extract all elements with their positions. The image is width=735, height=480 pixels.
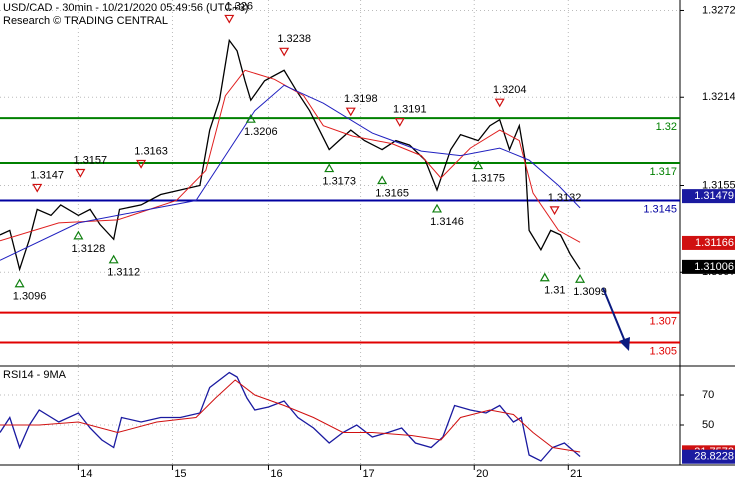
pivot-low <box>431 203 443 213</box>
pivot-low <box>575 274 586 283</box>
price-tag <box>682 449 735 464</box>
series-line <box>0 379 581 453</box>
pivot-low <box>14 278 25 288</box>
pivot-label: 1.3173 <box>322 175 356 187</box>
level-label: 1.317 <box>649 166 677 178</box>
pivot-label: 1.3175 <box>471 172 505 184</box>
level-label: 1.3145 <box>643 203 677 215</box>
pivot-label: 1.3157 <box>74 154 108 166</box>
y-tick-label: 70 <box>702 389 714 401</box>
level-label: 1.307 <box>649 316 677 328</box>
price-tag <box>682 259 735 274</box>
rsi-title: RSI14 - 9MA <box>3 369 67 381</box>
y-tick-label: 1.3214 <box>702 91 735 103</box>
pivot-low <box>73 230 84 240</box>
pivot-high <box>345 107 356 117</box>
pivot-high <box>279 47 290 57</box>
pivot-high <box>494 98 505 108</box>
pivot-label: 1.3238 <box>277 33 311 45</box>
level-label: 1.32 <box>656 121 677 133</box>
pivot-label: 1.3146 <box>430 216 464 228</box>
pivot-label: 1.3099 <box>573 286 607 298</box>
pivot-high <box>136 159 147 169</box>
pivot-low <box>324 163 335 173</box>
x-tick-label: 16 <box>270 468 282 480</box>
pivot-label: 1.3128 <box>72 243 106 255</box>
pivot-label: 1.3165 <box>375 187 409 199</box>
chart-title: USD/CAD - 30min - 10/21/2020 05:49:56 (U… <box>3 2 248 14</box>
pivot-label: 1.3204 <box>493 84 527 96</box>
x-tick-label: 17 <box>362 468 374 480</box>
x-tick-label: 21 <box>570 468 582 480</box>
pivot-high <box>549 206 560 216</box>
series-line <box>0 371 581 462</box>
price-tag <box>682 235 735 250</box>
pivot-low <box>108 254 119 264</box>
forecast-arrowhead <box>619 337 630 351</box>
x-tick-label: 14 <box>80 468 92 480</box>
pivot-label: 1.3147 <box>30 169 64 181</box>
pivot-label: 1.3132 <box>548 192 582 204</box>
x-tick-label: 20 <box>476 468 488 480</box>
pivot-label: 1.31 <box>544 285 565 297</box>
pivot-label: 1.3096 <box>13 291 47 303</box>
series-line <box>0 38 581 272</box>
pivot-high <box>224 14 235 24</box>
price-tag-label: 1.31479 <box>694 190 734 202</box>
series-line <box>0 84 581 261</box>
pivot-high <box>75 168 86 178</box>
price-tag-label: 1.31166 <box>695 237 734 249</box>
y-tick-label: 50 <box>702 419 714 431</box>
pivot-high <box>394 118 405 127</box>
pivot-low <box>245 113 256 123</box>
forecast-arrow <box>602 287 627 345</box>
y-tick-label: 1.3155 <box>702 179 735 191</box>
pivot-low <box>377 175 388 185</box>
series-line <box>0 69 581 243</box>
pivot-label: 1.3191 <box>393 104 427 116</box>
price-tag <box>682 189 735 204</box>
pivot-label: 1.3206 <box>244 126 278 138</box>
pivot-label: 1.326 <box>226 0 254 12</box>
chart-subtitle: Research © TRADING CENTRAL <box>3 15 168 27</box>
pivot-high <box>32 183 43 193</box>
price-tag-label: 1.31006 <box>694 261 734 273</box>
price-tag-label: 28.8228 <box>694 451 734 463</box>
pivot-low <box>539 272 550 282</box>
pivot-label: 1.3112 <box>107 267 140 279</box>
pivot-label: 1.3198 <box>344 93 378 105</box>
x-tick-label: 15 <box>174 468 186 480</box>
y-tick-label: 1.3272 <box>702 4 735 16</box>
pivot-label: 1.3163 <box>134 145 168 157</box>
level-label: 1.305 <box>649 345 677 357</box>
pivot-low <box>473 160 484 170</box>
